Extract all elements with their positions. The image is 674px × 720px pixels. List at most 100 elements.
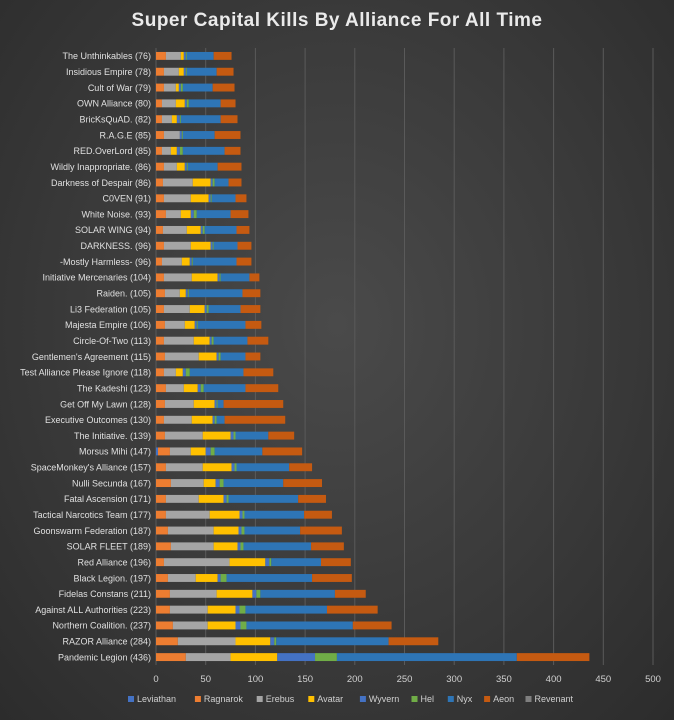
category-label: SOLAR FLEET (189)	[67, 542, 151, 552]
bar-segment	[156, 637, 178, 646]
category-label: -Mostly Harmless- (96)	[60, 257, 151, 267]
bar-segment	[216, 400, 218, 408]
bar-segment	[185, 51, 187, 60]
bar-segment	[277, 653, 316, 662]
bar-segment	[163, 368, 176, 377]
bar-segment	[189, 368, 244, 377]
bar-segment	[237, 241, 252, 250]
category-label: C0VEN (91)	[102, 194, 151, 204]
bar-segment	[202, 431, 231, 440]
bar-segment	[228, 494, 299, 503]
bar-segment	[245, 352, 261, 361]
bar-segment	[236, 257, 252, 266]
category-label: R.A.G.E (85)	[99, 130, 151, 140]
bar-segment	[235, 605, 240, 614]
x-tick-label: 100	[247, 674, 263, 685]
legend-swatch	[194, 696, 201, 702]
bar-segment	[156, 210, 166, 219]
bar-segment	[202, 225, 205, 234]
legend-swatch	[308, 696, 315, 702]
bar-segment	[262, 447, 303, 456]
bar-segment	[165, 51, 181, 60]
bar-segment	[187, 162, 218, 171]
bar-segment	[256, 589, 261, 598]
bar-segment	[228, 178, 242, 187]
bar-segment	[214, 131, 241, 139]
bar-segment	[156, 526, 168, 535]
bar-segment	[156, 162, 164, 171]
bar-segment	[161, 146, 171, 155]
bar-segment	[170, 146, 177, 155]
x-tick-label: 500	[645, 674, 661, 685]
bar-segment	[165, 494, 199, 503]
category-label: The Initiative. (139)	[74, 431, 151, 441]
bar-segment	[237, 542, 241, 551]
category-label: Li3 Federation (105)	[70, 304, 151, 314]
bar-segment	[234, 463, 237, 472]
bar-segment	[156, 368, 164, 377]
bar-segment	[186, 51, 214, 60]
legend-label: Aeon	[493, 694, 514, 704]
bar-segment	[220, 273, 250, 282]
category-label: SOLAR WING (94)	[75, 225, 151, 235]
bar-segment	[212, 83, 235, 92]
bar-segment	[196, 210, 231, 219]
bar-segment	[260, 589, 335, 598]
bar-segment	[156, 479, 171, 488]
bar-segment	[300, 526, 342, 535]
bar-segment	[214, 415, 217, 424]
bar-segment	[245, 320, 262, 329]
bar-segment	[156, 352, 165, 361]
bar-segment	[245, 384, 279, 393]
legend-label: Erebus	[266, 694, 295, 704]
bar-segment	[208, 194, 211, 203]
bar-segment	[163, 558, 230, 567]
bar-segment	[270, 637, 275, 646]
category-label: OWN Alliance (80)	[77, 99, 151, 109]
bar-segment	[210, 447, 215, 456]
bar-segment	[236, 225, 250, 234]
bar-segment	[169, 589, 217, 598]
bar-segment	[209, 510, 240, 519]
category-label: RED.OverLord (85)	[73, 146, 151, 156]
bar-segment	[178, 83, 181, 92]
bar-segment	[156, 605, 170, 614]
bar-segment	[183, 384, 198, 393]
bar-segment	[176, 115, 180, 124]
category-label: Goonswarm Federation (187)	[33, 526, 151, 536]
bar-segment	[157, 447, 170, 456]
category-label: BricKsQuAD. (82)	[79, 114, 151, 124]
bar-segment	[298, 494, 326, 503]
bar-segment	[233, 431, 236, 440]
bar-segment	[175, 368, 183, 377]
bar-segment	[191, 257, 193, 266]
category-label: Tactical Narcotics Team (177)	[33, 510, 151, 520]
bar-segment	[186, 225, 201, 234]
bar-segment	[167, 574, 196, 582]
bar-segment	[283, 479, 322, 488]
bar-segment	[210, 241, 213, 250]
bar-segment	[179, 131, 182, 139]
bar-segment	[156, 99, 162, 108]
bar-segment	[163, 162, 177, 171]
bar-segment	[205, 447, 211, 456]
bar-segment	[196, 320, 198, 329]
bar-segment	[188, 99, 221, 108]
bar-segment	[268, 431, 295, 440]
category-label: Test Alliance Please Ignore (118)	[20, 368, 151, 378]
bar-segment	[163, 415, 192, 424]
bar-segment	[276, 637, 389, 646]
category-label: Get Off My Lawn (128)	[60, 399, 151, 409]
bar-segment	[185, 653, 231, 662]
legend-label: Avatar	[317, 694, 343, 704]
legend-label: Nyx	[457, 694, 473, 704]
bar-segment	[207, 605, 236, 614]
bar-segment	[190, 241, 211, 250]
bar-segment	[156, 431, 165, 440]
bar-segment	[179, 146, 183, 155]
bar-segment	[181, 257, 190, 266]
legend-swatch	[447, 696, 454, 702]
bar-segment	[163, 67, 179, 76]
bar-segment	[156, 621, 173, 630]
bar-segment	[156, 146, 162, 155]
